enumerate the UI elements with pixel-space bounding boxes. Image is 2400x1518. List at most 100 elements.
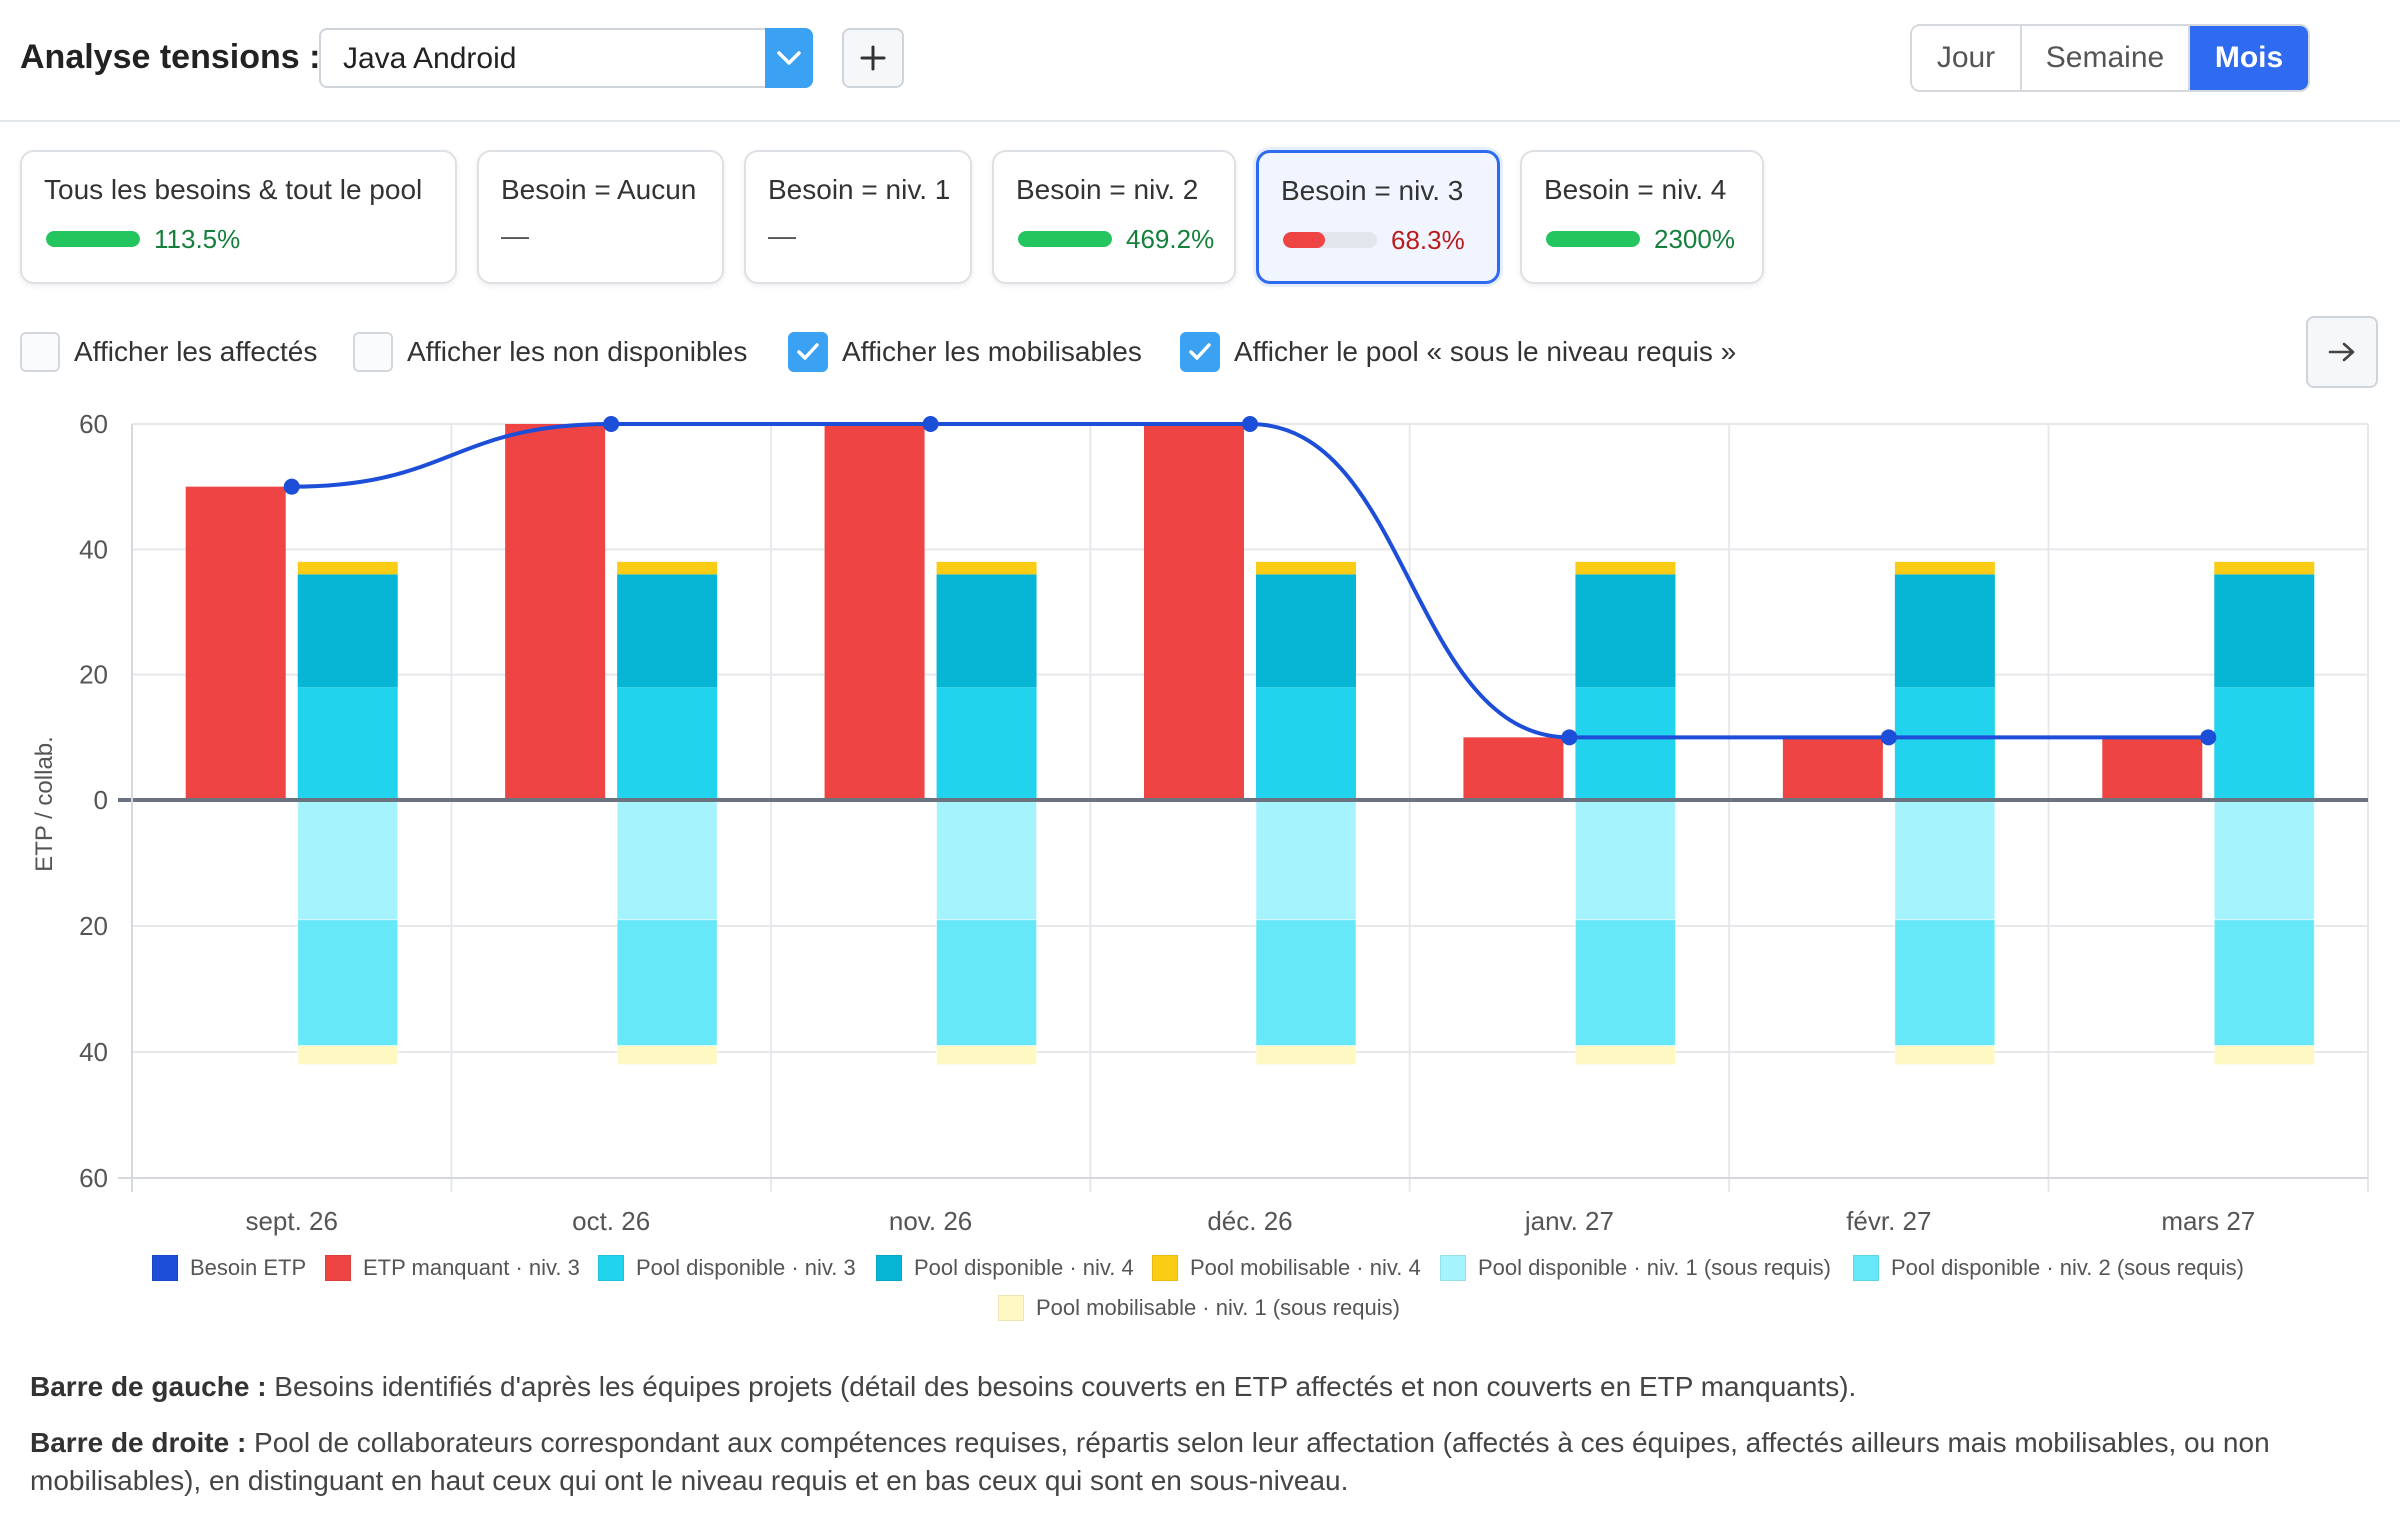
legend-item[interactable]: Pool disponible · niv. 4	[876, 1254, 1134, 1282]
card-label: Besoin = niv. 1	[768, 174, 951, 205]
bar-pool-down	[616, 1045, 718, 1066]
checkbox-label: Afficher les affectés	[74, 336, 318, 367]
legend-item[interactable]: Besoin ETP	[152, 1254, 306, 1282]
checkbox-box[interactable]	[20, 332, 60, 372]
coverage-bar	[46, 231, 140, 247]
legend-item[interactable]: ETP manquant · niv. 3	[325, 1254, 580, 1282]
page-title: Analyse tensions :	[20, 38, 321, 76]
x-tick-label: déc. 26	[1207, 1206, 1292, 1236]
bar-pool-up	[936, 561, 1037, 575]
legend-item[interactable]: Pool mobilisable · niv. 4	[1152, 1254, 1421, 1282]
note-left-title: Barre de gauche :	[30, 1371, 267, 1402]
bar-pool-up	[297, 687, 398, 800]
y-tick-label: 60	[79, 1163, 108, 1193]
legend-swatch	[998, 1295, 1024, 1321]
bar-pool-down	[297, 799, 399, 921]
checkbox-label: Afficher les mobilisables	[842, 336, 1142, 367]
legend-label: Pool disponible · niv. 4	[914, 1255, 1134, 1280]
besoin-point	[1561, 729, 1578, 746]
bar-pool-down	[1894, 799, 1996, 921]
bar-etp-manquant	[1782, 737, 1883, 800]
y-tick-label: 20	[79, 660, 108, 690]
level-card[interactable]: Besoin = Aucun —	[477, 150, 724, 284]
bar-pool-up	[2214, 574, 2315, 688]
card-value: 68.3%	[1391, 225, 1465, 255]
bar-pool-down	[2213, 1045, 2315, 1066]
checkbox-box[interactable]	[353, 332, 393, 372]
y-tick-label: 60	[79, 409, 108, 439]
checkbox-non-disponibles[interactable]: Afficher les non disponibles	[353, 330, 747, 374]
level-card[interactable]: Besoin = niv. 3 68.3%	[1256, 150, 1500, 284]
bar-pool-down	[1894, 1045, 1996, 1066]
checkbox-sous-niveau[interactable]: Afficher le pool « sous le niveau requis…	[1180, 330, 1736, 374]
checkbox-box[interactable]	[788, 332, 828, 372]
card-value: 113.5%	[154, 224, 241, 254]
bar-etp-manquant	[824, 424, 925, 800]
card-label: Besoin = niv. 2	[1016, 174, 1199, 205]
bar-pool-up	[1894, 687, 1995, 800]
checkbox-label: Afficher le pool « sous le niveau requis…	[1234, 336, 1737, 367]
legend-label: Pool disponible · niv. 2 (sous requis)	[1891, 1255, 2244, 1280]
skill-select-value: Java Android	[343, 42, 517, 75]
x-tick-label: janv. 27	[1524, 1206, 1614, 1236]
checkmark-icon	[797, 343, 819, 360]
x-tick-label: nov. 26	[889, 1206, 972, 1236]
bar-pool-down	[1574, 799, 1676, 921]
chevron-down-icon[interactable]	[765, 28, 813, 88]
legend-label: Pool mobilisable · niv. 4	[1190, 1255, 1421, 1280]
add-button[interactable]	[842, 28, 904, 88]
checkbox-affectes[interactable]: Afficher les affectés	[20, 330, 317, 374]
besoin-point	[1880, 729, 1897, 746]
level-card[interactable]: Besoin = niv. 1 —	[744, 150, 972, 284]
bar-pool-up	[1256, 687, 1356, 800]
tab-semaine[interactable]: Semaine	[2022, 26, 2190, 90]
legend-item[interactable]: Pool disponible · niv. 3	[598, 1254, 856, 1282]
bar-etp-manquant	[185, 486, 286, 800]
bar-pool-up	[297, 574, 398, 688]
note-left: Barre de gauche : Besoins identifiés d'a…	[30, 1368, 2370, 1406]
card-label: Besoin = niv. 3	[1281, 175, 1464, 206]
plus-icon	[860, 45, 886, 71]
legend-label: ETP manquant · niv. 3	[363, 1255, 580, 1280]
chart-legend: Besoin ETP ETP manquant · niv. 3 Pool disp…	[0, 1254, 2400, 1334]
level-card[interactable]: Besoin = niv. 4 2300%	[1520, 150, 1764, 284]
legend-swatch	[1440, 1255, 1466, 1281]
besoin-point	[1242, 416, 1258, 432]
legend-item[interactable]: Pool disponible · niv. 2 (sous requis)	[1853, 1254, 2244, 1282]
level-card[interactable]: Tous les besoins & tout le pool 113.5%	[20, 150, 457, 284]
besoin-point	[2200, 729, 2217, 746]
legend-swatch	[1152, 1255, 1178, 1281]
x-tick-label: sept. 26	[245, 1206, 338, 1236]
x-tick-label: mars 27	[2161, 1206, 2255, 1236]
tab-jour[interactable]: Jour	[1912, 26, 2022, 90]
coverage-bar	[1546, 231, 1640, 247]
card-label: Besoin = niv. 4	[1544, 174, 1727, 205]
besoin-point	[283, 478, 300, 495]
legend-item[interactable]: Pool disponible · niv. 1 (sous requis)	[1440, 1254, 1831, 1282]
period-selector: Jour Semaine Mois	[1910, 24, 2310, 92]
bar-pool-up	[1894, 574, 1995, 688]
checkbox-mobilisables[interactable]: Afficher les mobilisables	[788, 330, 1142, 374]
level-card[interactable]: Besoin = niv. 2 469.2%	[992, 150, 1236, 284]
bar-pool-down	[297, 1045, 399, 1066]
legend-swatch	[152, 1255, 178, 1281]
next-button[interactable]	[2306, 316, 2378, 388]
legend-item[interactable]: Pool mobilisable · niv. 1 (sous requis)	[998, 1294, 1400, 1322]
bar-etp-manquant	[1144, 424, 1244, 800]
checkbox-box[interactable]	[1180, 332, 1220, 372]
tab-mois[interactable]: Mois	[2190, 26, 2308, 90]
coverage-bar-fill	[1283, 232, 1326, 248]
bar-pool-down	[2213, 919, 2315, 1047]
coverage-bar-fill	[1546, 231, 1640, 247]
bar-pool-up	[617, 574, 718, 688]
bar-pool-down	[936, 799, 1038, 921]
bar-etp-manquant	[1463, 737, 1564, 800]
legend-swatch	[1853, 1255, 1879, 1281]
bar-pool-up	[1575, 561, 1676, 575]
x-tick-label: févr. 27	[1846, 1206, 1931, 1236]
bar-pool-down	[297, 919, 399, 1047]
skill-select[interactable]: Java Android	[319, 28, 813, 88]
bar-pool-up	[1575, 574, 1676, 688]
tension-chart: 60 40 20 0 20 40 60 ETP / collab. sept. 26 oct. 2…	[31, 409, 2369, 1236]
note-left-text: Besoins identifiés d'après les équipes p…	[266, 1371, 1857, 1402]
